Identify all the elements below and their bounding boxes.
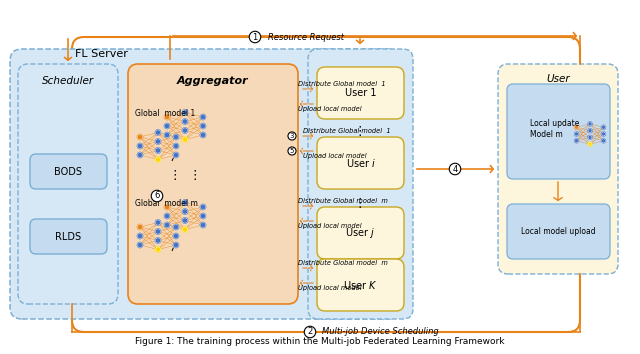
Circle shape xyxy=(200,124,205,129)
Circle shape xyxy=(138,135,143,139)
Circle shape xyxy=(575,139,579,143)
Text: Local update
Model m: Local update Model m xyxy=(530,119,579,139)
Text: 5: 5 xyxy=(290,148,294,154)
Text: FL Server: FL Server xyxy=(75,49,128,59)
FancyBboxPatch shape xyxy=(308,49,413,319)
Text: Upload local model: Upload local model xyxy=(298,285,362,291)
Circle shape xyxy=(138,153,143,158)
Circle shape xyxy=(156,247,161,252)
Circle shape xyxy=(156,229,161,234)
FancyBboxPatch shape xyxy=(30,154,107,189)
Circle shape xyxy=(156,220,161,225)
Text: 1: 1 xyxy=(252,33,258,41)
Text: Aggregator: Aggregator xyxy=(177,76,249,86)
Text: Resource Request: Resource Request xyxy=(268,33,344,41)
Circle shape xyxy=(164,204,170,210)
Text: Multi-job Device Scheduling: Multi-job Device Scheduling xyxy=(322,327,439,337)
Circle shape xyxy=(588,136,592,139)
Text: Local model upload: Local model upload xyxy=(521,228,595,236)
Text: User 1: User 1 xyxy=(345,88,376,98)
FancyBboxPatch shape xyxy=(317,259,404,311)
Text: Global  model m: Global model m xyxy=(135,200,198,209)
Circle shape xyxy=(138,224,143,230)
Circle shape xyxy=(156,130,161,135)
Circle shape xyxy=(164,124,170,129)
Circle shape xyxy=(200,114,205,120)
Text: ⋮: ⋮ xyxy=(189,170,201,183)
Text: ⋮: ⋮ xyxy=(354,126,366,138)
Circle shape xyxy=(138,143,143,149)
Circle shape xyxy=(138,233,143,239)
Circle shape xyxy=(156,139,161,144)
Circle shape xyxy=(602,132,605,136)
Circle shape xyxy=(173,242,179,247)
Text: ⋮: ⋮ xyxy=(169,170,181,183)
Circle shape xyxy=(200,222,205,228)
Circle shape xyxy=(156,157,161,162)
Text: Upload local model: Upload local model xyxy=(303,153,367,159)
Text: Upload local model: Upload local model xyxy=(298,106,362,112)
Text: User: User xyxy=(546,74,570,84)
Text: ⋮: ⋮ xyxy=(354,198,366,211)
Circle shape xyxy=(164,213,170,219)
FancyBboxPatch shape xyxy=(30,219,107,254)
Text: Scheduler: Scheduler xyxy=(42,76,94,86)
Circle shape xyxy=(182,119,188,124)
Text: 4: 4 xyxy=(452,165,458,173)
Text: Global  model 1: Global model 1 xyxy=(135,109,195,119)
Circle shape xyxy=(173,233,179,239)
FancyBboxPatch shape xyxy=(317,137,404,189)
Text: User $i$: User $i$ xyxy=(346,157,376,169)
Circle shape xyxy=(156,238,161,243)
Circle shape xyxy=(173,153,179,158)
FancyBboxPatch shape xyxy=(507,84,610,179)
Text: User $j$: User $j$ xyxy=(346,226,376,240)
Circle shape xyxy=(182,209,188,214)
Circle shape xyxy=(164,132,170,138)
Circle shape xyxy=(173,143,179,149)
Text: 6: 6 xyxy=(154,192,160,200)
Circle shape xyxy=(182,227,188,232)
Text: 3: 3 xyxy=(290,133,294,139)
Text: Upload local model: Upload local model xyxy=(298,223,362,229)
Text: User $K$: User $K$ xyxy=(343,279,378,291)
Circle shape xyxy=(200,204,205,210)
Circle shape xyxy=(200,132,205,138)
Text: 2: 2 xyxy=(307,327,312,337)
Circle shape xyxy=(182,218,188,223)
FancyBboxPatch shape xyxy=(507,204,610,259)
FancyBboxPatch shape xyxy=(18,64,118,304)
Circle shape xyxy=(588,122,592,126)
FancyBboxPatch shape xyxy=(317,67,404,119)
Circle shape xyxy=(156,148,161,153)
Circle shape xyxy=(164,114,170,120)
Circle shape xyxy=(182,137,188,142)
Circle shape xyxy=(575,132,579,136)
Text: Distribute Global model  m: Distribute Global model m xyxy=(298,198,388,204)
Circle shape xyxy=(182,110,188,115)
Circle shape xyxy=(138,242,143,247)
Text: BODS: BODS xyxy=(54,167,82,177)
Circle shape xyxy=(200,213,205,219)
Circle shape xyxy=(173,224,179,230)
Circle shape xyxy=(182,200,188,205)
Circle shape xyxy=(602,139,605,143)
Circle shape xyxy=(588,142,592,146)
Circle shape xyxy=(602,125,605,129)
Text: RLDS: RLDS xyxy=(55,232,81,242)
Text: Distribute Global model  m: Distribute Global model m xyxy=(298,260,388,266)
Text: Distribute Global model  1: Distribute Global model 1 xyxy=(298,81,386,87)
Circle shape xyxy=(588,129,592,133)
FancyBboxPatch shape xyxy=(498,64,618,274)
FancyBboxPatch shape xyxy=(317,207,404,259)
FancyBboxPatch shape xyxy=(128,64,298,304)
FancyBboxPatch shape xyxy=(10,49,400,319)
Circle shape xyxy=(173,135,179,139)
Circle shape xyxy=(182,128,188,133)
Circle shape xyxy=(164,222,170,228)
Text: Distribute Global model  1: Distribute Global model 1 xyxy=(303,128,390,134)
Text: Figure 1: The training process within the Multi-job Federated Learning Framework: Figure 1: The training process within th… xyxy=(135,337,505,346)
Circle shape xyxy=(575,125,579,129)
